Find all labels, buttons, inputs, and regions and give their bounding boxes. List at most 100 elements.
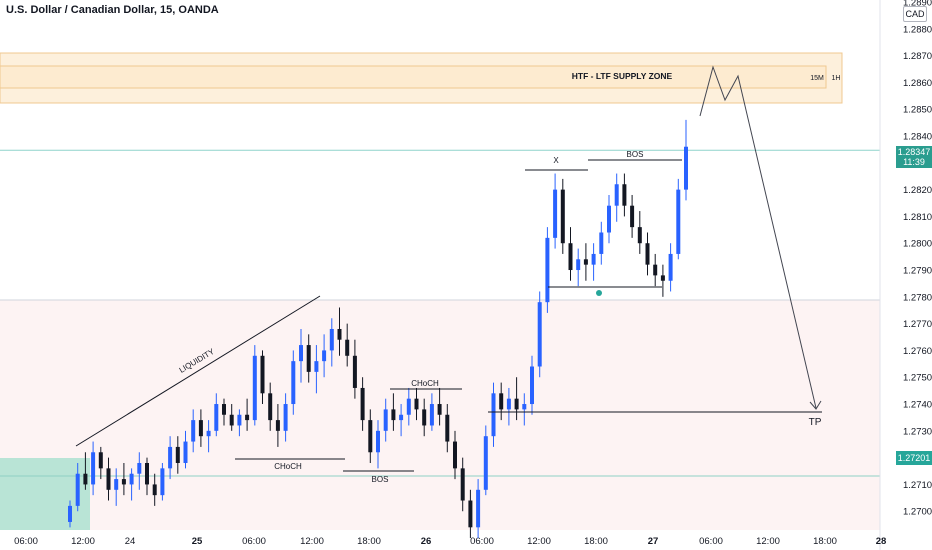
y-tick-label: 1.28900: [903, 0, 932, 9]
candle-body: [229, 414, 234, 426]
current-price-value: 1.28347: [898, 147, 931, 157]
candle-body: [98, 452, 103, 469]
candle-body: [337, 328, 342, 340]
candle-body: [106, 468, 111, 490]
candle-body: [237, 414, 242, 426]
candle-body: [545, 237, 550, 303]
candle-body: [576, 259, 581, 271]
y-tick-label: 1.27800: [903, 292, 932, 303]
y-tick-label: 1.28100: [903, 212, 932, 223]
candle-body: [560, 189, 565, 244]
last-price-tag: [896, 451, 932, 465]
candle-body: [322, 350, 327, 362]
x-label: X: [553, 156, 559, 165]
y-tick-label: 1.27100: [903, 480, 932, 491]
candle-body: [376, 430, 380, 453]
x-tick-label: 18:00: [357, 536, 381, 547]
y-tick-label: 1.27700: [903, 319, 932, 330]
y-tick-label: 1.27400: [903, 400, 932, 411]
candle-body: [252, 355, 257, 421]
candle-body: [506, 398, 511, 410]
candle-body: [622, 184, 627, 206]
x-tick-label: 18:00: [584, 536, 608, 547]
x-tick-label: 12:00: [71, 536, 95, 547]
candle-body: [614, 184, 619, 206]
candle-body: [68, 505, 72, 522]
bos-2-label: BOS: [627, 150, 644, 159]
candle-body: [352, 355, 357, 388]
candle-body: [460, 468, 465, 501]
supply-tf-1h-label: 1H: [832, 75, 841, 82]
candle-body: [476, 489, 481, 528]
candle-body: [607, 205, 611, 233]
candle-body: [684, 146, 688, 190]
candle-body: [422, 409, 427, 426]
candle-body: [637, 227, 642, 244]
x-tick-label: 24: [125, 536, 136, 547]
candle-body: [114, 479, 119, 490]
candle-body: [283, 404, 288, 431]
x-tick-label: 12:00: [527, 536, 551, 547]
candle-body: [222, 404, 226, 415]
y-tick-label: 1.27600: [903, 346, 932, 357]
supply-tf-15m-label: 15M: [810, 75, 824, 82]
candle-body: [383, 409, 388, 431]
candle-body: [291, 361, 296, 405]
candle-body: [645, 243, 650, 265]
projection-path: [699, 65, 817, 409]
y-tick-label: 1.28700: [903, 51, 932, 62]
candle-body: [399, 414, 404, 421]
choch-1-label: CHoCH: [274, 462, 302, 471]
candle-body: [599, 232, 604, 254]
x-tick-label: 12:00: [300, 536, 324, 547]
candle-body: [414, 398, 419, 410]
candle-body: [137, 462, 142, 474]
candle-body: [483, 436, 488, 490]
candle-body: [591, 253, 596, 265]
y-tick-label: 1.27300: [903, 426, 932, 437]
candle-body: [514, 398, 519, 410]
candle-body: [660, 275, 665, 281]
candle-body: [391, 409, 396, 421]
candle-body: [583, 259, 588, 265]
check-marker: [596, 290, 602, 296]
candle-body: [491, 393, 496, 437]
candle-body: [437, 404, 442, 415]
candle-body: [299, 345, 303, 362]
candle-body: [676, 189, 681, 254]
candle-body: [121, 479, 126, 485]
candle-body: [445, 414, 450, 442]
candle-body: [83, 473, 88, 485]
currency-button[interactable]: CAD: [903, 6, 927, 22]
candle-body: [522, 404, 527, 410]
candle-body: [168, 446, 173, 469]
y-tick-label: 1.28600: [903, 78, 932, 89]
candle-body: [152, 484, 157, 496]
candle-body: [198, 420, 203, 437]
candle-body: [160, 468, 165, 496]
y-tick-label: 1.28000: [903, 239, 932, 250]
candle-body: [468, 500, 473, 528]
projection-arrowhead: [809, 400, 822, 410]
candle-body: [668, 253, 673, 281]
candle-body: [360, 387, 365, 421]
chart-title: U.S. Dollar / Canadian Dollar, 15, OANDA: [6, 4, 219, 16]
x-tick-label: 26: [421, 536, 432, 547]
x-tick-label: 28: [876, 536, 887, 547]
x-tick-label: 06:00: [699, 536, 723, 547]
supply-zone-label: HTF - LTF SUPPLY ZONE: [572, 71, 673, 81]
candle-body: [145, 462, 149, 485]
liquidity-trendline: [75, 295, 321, 447]
y-tick-label: 1.28200: [903, 185, 932, 196]
bos-1-label: BOS: [372, 475, 389, 484]
y-tick-label: 1.27500: [903, 373, 932, 384]
x-tick-label: 27: [648, 536, 659, 547]
candle-body: [268, 393, 273, 421]
candle-body: [345, 339, 350, 356]
candle-body: [499, 393, 504, 410]
current-price-tag: [896, 146, 932, 168]
x-tick-label: 06:00: [470, 536, 494, 547]
